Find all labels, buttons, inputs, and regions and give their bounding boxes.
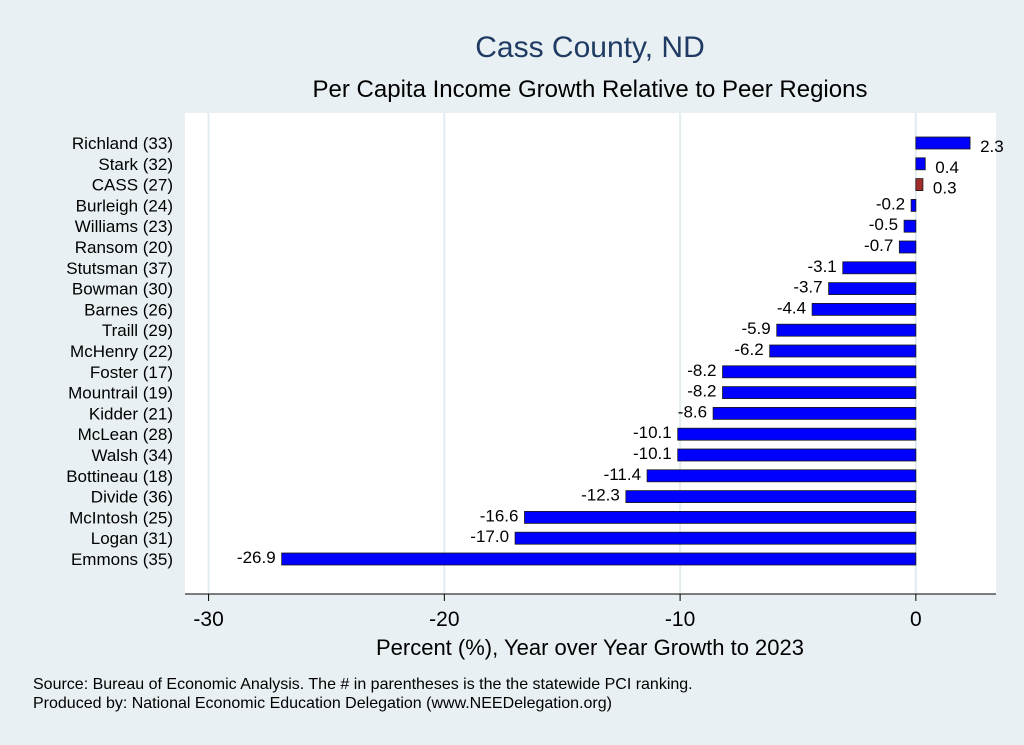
value-label: -10.1: [633, 444, 672, 463]
category-label: Williams (23): [75, 217, 173, 236]
bar: [910, 198, 917, 212]
value-label: -6.2: [734, 340, 763, 359]
x-tick-label: -20: [429, 608, 459, 631]
bar: [903, 219, 917, 233]
value-label: -4.4: [777, 298, 806, 317]
category-labels: Richland (33) Stark (32) CASS (27)Burleigh…: [66, 134, 173, 569]
category-label: Stark (32): [98, 155, 173, 174]
category-label: Foster (17): [90, 363, 173, 382]
category-label: Ransom (20): [75, 238, 173, 257]
bar: [769, 344, 917, 358]
chart-subtitle: Per Capita Income Growth Relative to Pee…: [313, 76, 868, 103]
category-label: Stutsman (37): [66, 259, 173, 278]
category-label: Barnes (26): [84, 300, 173, 319]
x-axis-ticks: -30 -20 -10 0: [193, 594, 922, 631]
bar: [915, 136, 971, 150]
category-label: Logan (31): [91, 529, 173, 548]
value-label: -8.6: [678, 402, 707, 421]
value-label: -10.1: [633, 423, 672, 442]
category-label: Kidder (21): [89, 404, 173, 423]
category-label: Bowman (30): [72, 280, 173, 299]
value-label: -0.7: [864, 236, 893, 255]
bar: [776, 323, 917, 337]
bar: [514, 531, 917, 545]
category-label: Divide (36): [91, 488, 173, 507]
chart-title: Cass County, ND: [475, 31, 705, 64]
bar: [915, 157, 926, 171]
bars: [281, 136, 971, 566]
category-label: Emmons (35): [71, 550, 173, 569]
bar: [722, 386, 917, 400]
x-tick-label: -10: [665, 608, 695, 631]
x-axis-label: Percent (%), Year over Year Growth to 20…: [376, 635, 804, 660]
value-label: -12.3: [581, 486, 620, 505]
value-label: 0.4: [935, 158, 959, 177]
bar: [828, 282, 917, 296]
x-tick-label: -30: [193, 608, 223, 631]
category-label: Richland (33): [72, 134, 173, 153]
category-label: Bottineau (18): [66, 467, 173, 486]
bar: [677, 448, 917, 462]
value-labels: 2.3 0.4 0.3 -0.2 -0.5 -0.7 -3.1 -3.7-4.4 -5.9 -6.…: [237, 137, 1004, 567]
value-label: -11.4: [604, 465, 642, 484]
x-tick-label: 0: [910, 608, 922, 631]
category-label: McLean (28): [78, 425, 173, 444]
category-label: Traill (29): [102, 321, 173, 340]
category-label: Walsh (34): [91, 446, 173, 465]
bar: [898, 240, 917, 254]
value-label: -5.9: [741, 319, 770, 338]
value-label: -3.7: [793, 278, 822, 297]
bar: [842, 261, 917, 275]
value-label: -8.2: [687, 361, 716, 380]
category-label: McHenry (22): [70, 342, 173, 361]
bar: [811, 302, 917, 316]
value-label: -0.2: [876, 194, 905, 213]
bar: [646, 469, 917, 483]
source-note: Source: Bureau of Economic Analysis. The…: [33, 676, 693, 693]
category-label: Burleigh (24): [76, 196, 173, 215]
bar: [915, 178, 924, 192]
value-label: -0.5: [869, 215, 898, 234]
category-label: Mountrail (19): [68, 384, 173, 403]
value-label: -16.6: [480, 506, 519, 525]
bar: [722, 365, 917, 379]
category-label: CASS (27): [92, 176, 173, 195]
bar: [281, 552, 917, 566]
value-label: 2.3: [980, 137, 1004, 156]
value-label: -8.2: [687, 382, 716, 401]
category-label: McIntosh (25): [69, 508, 173, 527]
bar: [625, 490, 917, 504]
bar: [524, 510, 917, 524]
bar: [677, 427, 917, 441]
value-label: 0.3: [933, 179, 957, 198]
value-label: -26.9: [237, 548, 276, 567]
value-label: -17.0: [470, 527, 509, 546]
value-label: -3.1: [807, 257, 836, 276]
bar: [712, 406, 917, 420]
produced-by-note: Produced by: National Economic Education…: [33, 695, 612, 712]
